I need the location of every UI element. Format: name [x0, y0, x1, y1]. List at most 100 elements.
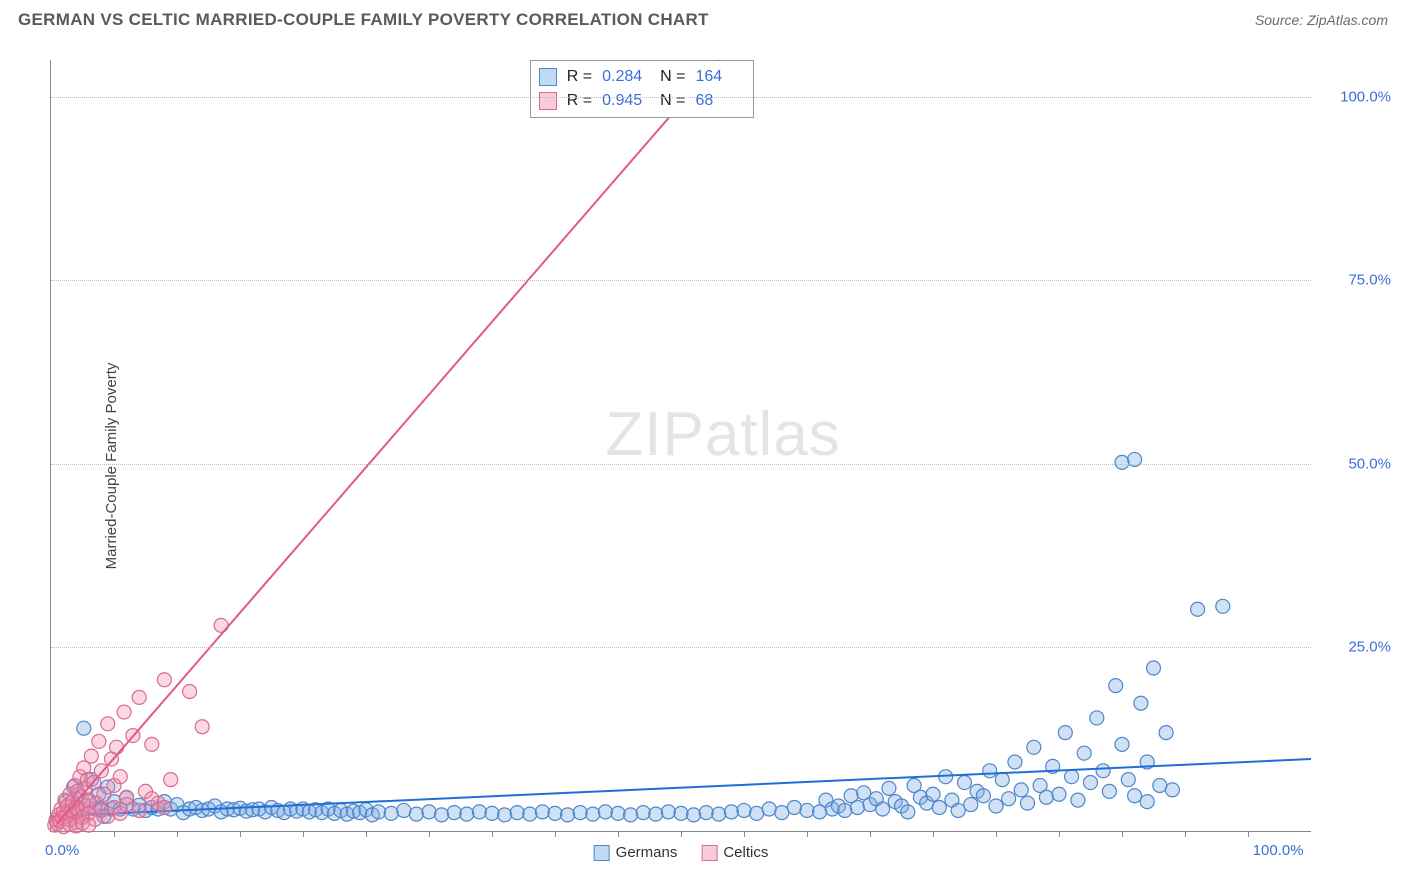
scatter-point	[422, 805, 436, 819]
scatter-point	[661, 805, 675, 819]
y-tick-label: 25.0%	[1321, 639, 1391, 656]
stat-n-value: 68	[695, 89, 743, 113]
scatter-point	[932, 801, 946, 815]
y-tick-label: 50.0%	[1321, 455, 1391, 472]
chart-title: GERMAN VS CELTIC MARRIED-COUPLE FAMILY P…	[18, 10, 709, 30]
stat-n-label: N =	[660, 65, 685, 89]
x-tick-label: 0.0%	[45, 842, 79, 859]
scatter-point	[573, 806, 587, 820]
x-tick	[618, 831, 619, 837]
scatter-point	[120, 798, 134, 812]
scatter-point	[926, 787, 940, 801]
scatter-point	[92, 734, 106, 748]
swatch-icon	[539, 68, 557, 86]
scatter-point	[964, 798, 978, 812]
scatter-point	[1058, 726, 1072, 740]
scatter-point	[1109, 679, 1123, 693]
scatter-point	[649, 807, 663, 821]
scatter-point	[1039, 790, 1053, 804]
trendline	[57, 60, 719, 824]
x-tick	[996, 831, 997, 837]
x-tick	[933, 831, 934, 837]
scatter-point	[510, 806, 524, 820]
scatter-point	[485, 806, 499, 820]
scatter-point	[548, 806, 562, 820]
scatter-point	[1027, 740, 1041, 754]
scatter-point	[409, 807, 423, 821]
scatter-point	[523, 807, 537, 821]
x-tick	[744, 831, 745, 837]
scatter-point	[1102, 784, 1116, 798]
x-tick	[240, 831, 241, 837]
scatter-point	[1002, 792, 1016, 806]
scatter-point	[838, 803, 852, 817]
plot-area: ZIPatlas R = 0.284 N = 164 R = 0.945 N =…	[50, 60, 1311, 832]
scatter-point	[1084, 776, 1098, 790]
scatter-point	[737, 803, 751, 817]
scatter-point	[1115, 455, 1129, 469]
x-tick	[1185, 831, 1186, 837]
stats-row: R = 0.945 N = 68	[539, 89, 744, 113]
stats-legend-box: R = 0.284 N = 164 R = 0.945 N = 68	[530, 60, 755, 118]
scatter-point	[901, 805, 915, 819]
source-label: Source: ZipAtlas.com	[1255, 12, 1388, 28]
bottom-legend: Germans Celtics	[594, 844, 769, 861]
x-tick	[1248, 831, 1249, 837]
scatter-point	[983, 764, 997, 778]
scatter-point	[1140, 795, 1154, 809]
legend-label: Germans	[616, 844, 678, 861]
legend-item: Germans	[594, 844, 678, 861]
scatter-point	[598, 805, 612, 819]
gridline	[51, 464, 1311, 465]
scatter-point	[989, 799, 1003, 813]
x-tick	[807, 831, 808, 837]
scatter-point	[958, 776, 972, 790]
scatter-point	[995, 773, 1009, 787]
scatter-point	[762, 802, 776, 816]
stat-r-label: R =	[567, 89, 592, 113]
scatter-point	[674, 806, 688, 820]
scatter-point	[882, 781, 896, 795]
scatter-point	[1159, 726, 1173, 740]
scatter-point	[876, 802, 890, 816]
plot-svg	[51, 60, 1311, 831]
scatter-point	[132, 803, 146, 817]
scatter-point	[1165, 783, 1179, 797]
gridline	[51, 647, 1311, 648]
stats-row: R = 0.284 N = 164	[539, 65, 744, 89]
scatter-point	[1096, 764, 1110, 778]
swatch-icon	[701, 845, 717, 861]
gridline	[51, 280, 1311, 281]
scatter-point	[775, 806, 789, 820]
scatter-point	[561, 808, 575, 822]
scatter-point	[447, 806, 461, 820]
swatch-icon	[539, 92, 557, 110]
scatter-point	[498, 808, 512, 822]
x-tick	[492, 831, 493, 837]
scatter-point	[951, 803, 965, 817]
scatter-point	[1077, 746, 1091, 760]
scatter-point	[535, 805, 549, 819]
scatter-point	[77, 721, 91, 735]
x-tick	[429, 831, 430, 837]
y-tick-label: 75.0%	[1321, 272, 1391, 289]
scatter-point	[472, 805, 486, 819]
stat-r-value: 0.284	[602, 65, 650, 89]
scatter-point	[750, 806, 764, 820]
scatter-point	[724, 805, 738, 819]
scatter-point	[145, 737, 159, 751]
scatter-point	[1134, 696, 1148, 710]
scatter-point	[113, 770, 127, 784]
scatter-point	[1121, 773, 1135, 787]
x-tick	[1122, 831, 1123, 837]
scatter-point	[145, 792, 159, 806]
x-tick	[303, 831, 304, 837]
scatter-point	[611, 806, 625, 820]
gridline	[51, 97, 1311, 98]
scatter-point	[1128, 789, 1142, 803]
scatter-point	[1191, 602, 1205, 616]
stat-r-value: 0.945	[602, 89, 650, 113]
scatter-point	[1008, 755, 1022, 769]
scatter-point	[699, 806, 713, 820]
legend-item: Celtics	[701, 844, 768, 861]
